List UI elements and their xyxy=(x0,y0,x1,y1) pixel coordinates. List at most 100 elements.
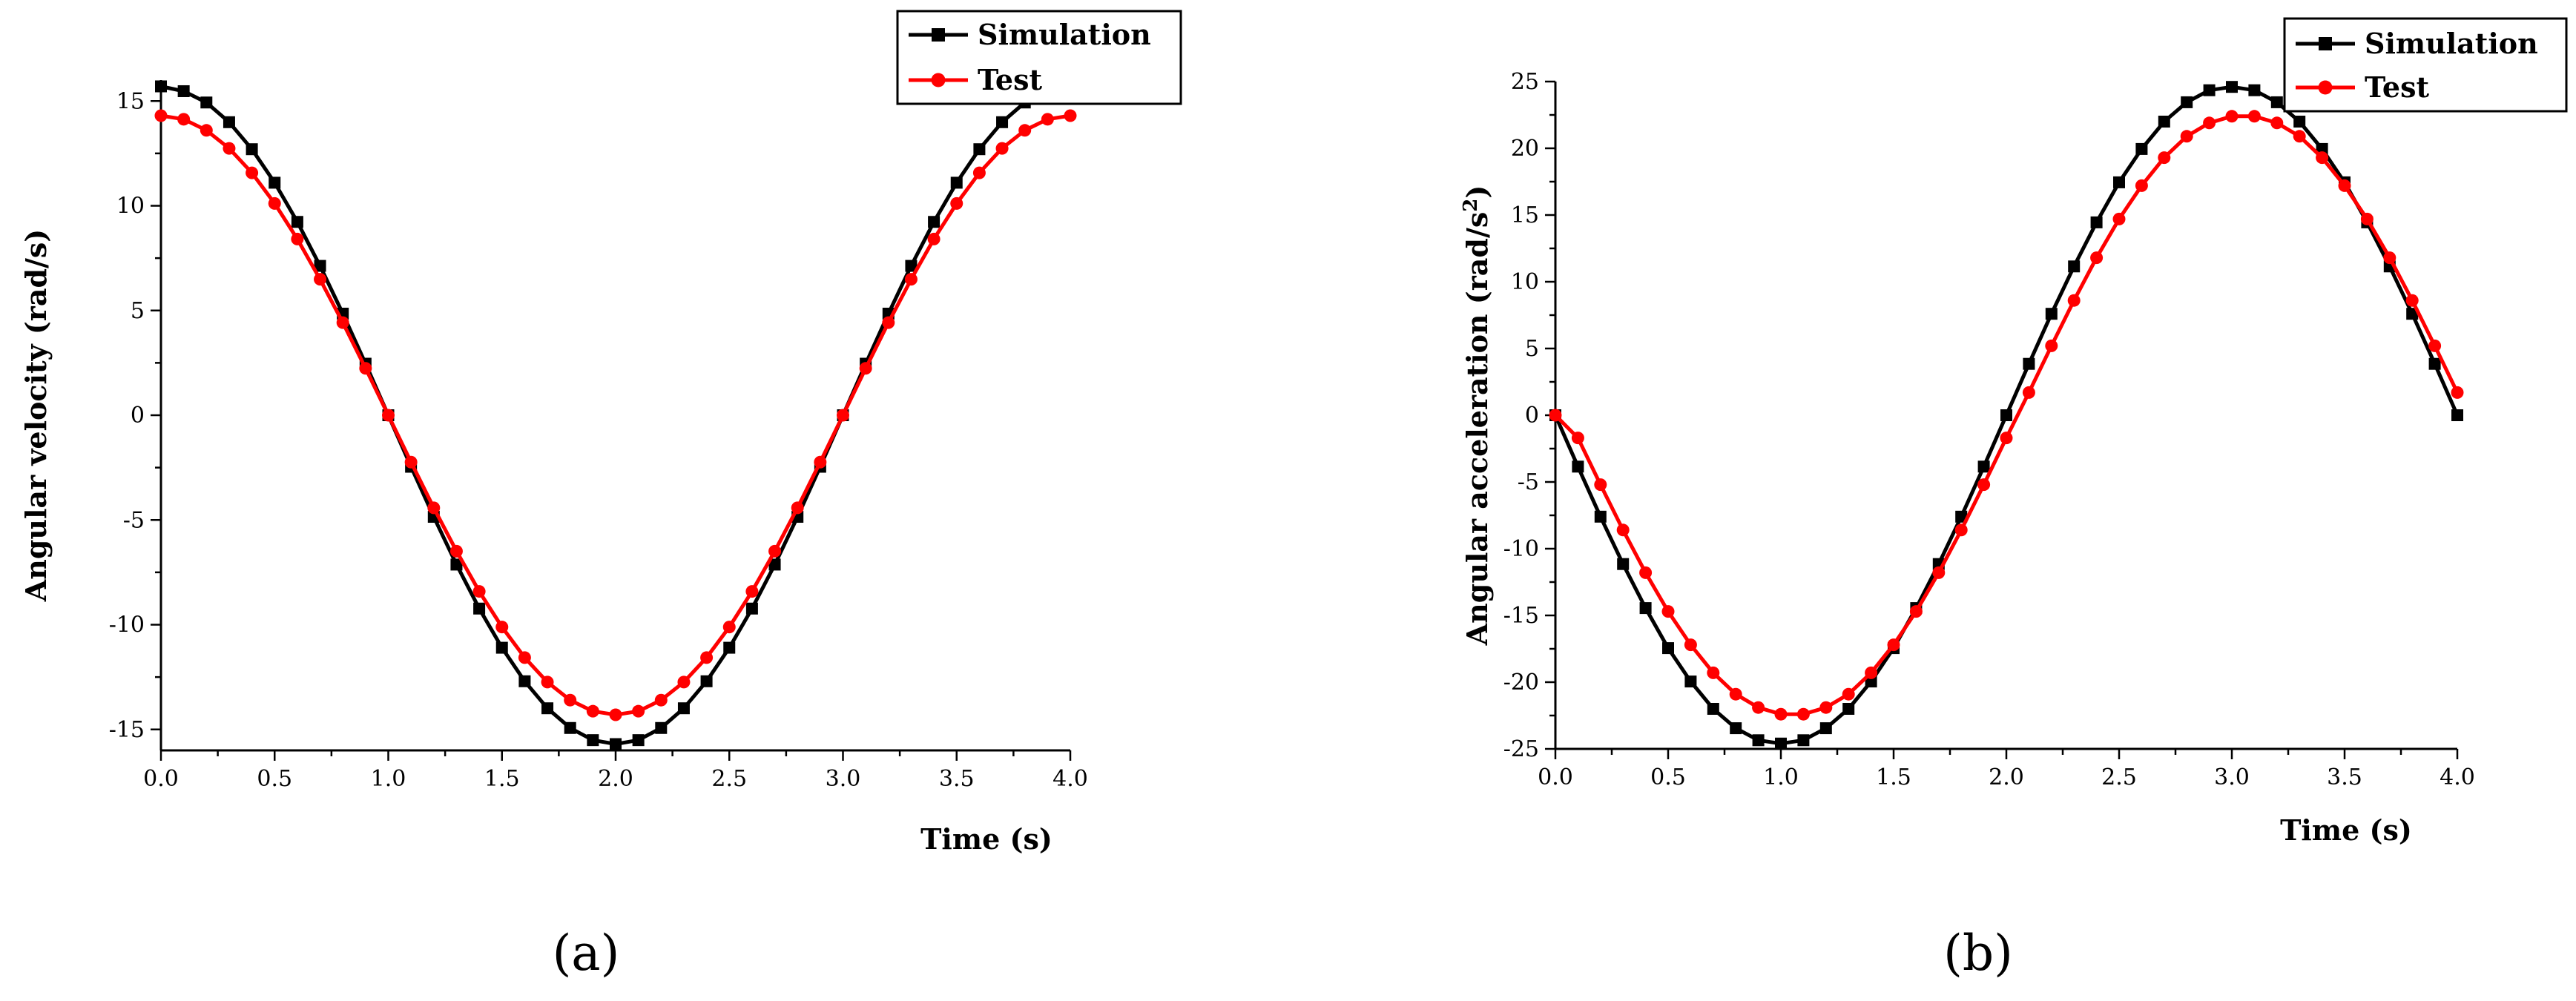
panel-b-simulation-point xyxy=(2045,308,2058,320)
panel-b-legend-test-marker xyxy=(2318,80,2333,95)
panel-a-test-point xyxy=(632,704,645,718)
panel-a-test-point xyxy=(564,693,577,707)
panel-a-simulation-point xyxy=(155,80,167,93)
panel-a-simulation-point xyxy=(587,734,599,747)
panel-a-simulation-point xyxy=(541,702,554,715)
panel-b-simulation-point xyxy=(1775,737,1787,750)
panel-b-simulation-point xyxy=(2406,308,2419,320)
panel-b-test-point xyxy=(1729,687,1742,701)
panel-b-x-tick-label: 2.5 xyxy=(2101,764,2137,790)
panel-a-test-point xyxy=(972,166,986,179)
panel-b-test-point xyxy=(2270,116,2284,130)
panel-b-simulation-point xyxy=(1639,602,1652,615)
panel-b-simulation-point xyxy=(1730,722,1742,735)
panel-b-y-tick-label: 0 xyxy=(1525,403,1539,429)
panel-b-y-axis-title: Angular acceleration (rad/s2) xyxy=(1460,185,1494,647)
panel-b-x-tick-label: 0.5 xyxy=(1650,764,1686,790)
panel-b-y-tick-label: 5 xyxy=(1525,336,1539,362)
panel-b-test-point xyxy=(1616,523,1630,537)
panel-a-test-point xyxy=(382,409,395,422)
panel-b-legend-box xyxy=(2283,17,2568,113)
panel-a-y-axis-title: Angular velocity (rad/s) xyxy=(19,229,53,603)
panel-b-test-point xyxy=(2180,130,2193,143)
panel-a-test-point xyxy=(223,142,236,155)
panel-b-y-tick-label: 25 xyxy=(1511,69,1539,95)
panel-b-simulation-point xyxy=(2293,116,2306,128)
panel-a-test-point xyxy=(859,362,872,375)
panel-a-test-point xyxy=(154,109,168,122)
panel-b-x-tick-label: 3.0 xyxy=(2214,764,2250,790)
panel-b-x-tick-label: 1.5 xyxy=(1876,764,1911,790)
panel-b-simulation-point xyxy=(1572,460,1584,473)
panel-a-x-tick-label: 3.0 xyxy=(826,766,861,792)
panel-a-simulation-point xyxy=(200,96,213,109)
panel-a-legend-test-label: Test xyxy=(978,63,1042,96)
panel-b-legend-simulation-marker xyxy=(2319,37,2332,50)
panel-a-chart: 0.0 0.5 1.0 1.5 2.0 2.5 3.0 3.5 4.0 -15 -10 -5 0 5 10… xyxy=(19,10,1182,982)
panel-b-test-point xyxy=(1661,605,1675,618)
panel-a-test-point xyxy=(927,232,941,245)
panel-a-test-point xyxy=(814,455,827,469)
panel-a-legend-simulation-label: Simulation xyxy=(978,18,1151,51)
panel-b-test-point xyxy=(2045,339,2058,352)
panel-b-simulation-point xyxy=(1955,510,1968,523)
panel-b-test-point xyxy=(1954,523,1968,537)
panel-b-test-point xyxy=(1684,638,1697,652)
panel-a-simulation-point xyxy=(745,602,758,615)
panel-a-test-point xyxy=(268,196,281,210)
panel-a-test-point xyxy=(904,273,918,286)
panel-b-simulation-point xyxy=(1594,510,1607,523)
panel-a-test-point xyxy=(586,704,599,718)
panel-a-legend-box xyxy=(896,10,1182,105)
panel-a-test-point xyxy=(449,544,463,558)
panel-a-y-tick-label: 5 xyxy=(131,298,145,324)
panel-b-test-point xyxy=(1707,666,1720,679)
panel-b-simulation-point xyxy=(2451,409,2463,421)
panel-a-x-tick-label: 3.5 xyxy=(939,766,975,792)
panel-b-simulation-point xyxy=(2113,176,2125,188)
panel-b-simulation-point xyxy=(2000,409,2012,421)
panel-b-test-point xyxy=(2383,251,2397,265)
panel-a-test-point xyxy=(472,585,486,598)
panel-b-test-point xyxy=(2000,432,2013,445)
panel-b-y-axis-title-sup: 2 xyxy=(1460,199,1482,212)
panel-a-legend: Simulation Test xyxy=(896,10,1182,105)
panel-a-simulation-point xyxy=(291,216,303,228)
panel-b-simulation-point xyxy=(1617,558,1630,570)
panel-a-simulation-point xyxy=(246,143,258,156)
panel-b-test-point xyxy=(2316,151,2329,165)
panel-b-y-tick-label: -25 xyxy=(1503,736,1539,762)
panel-a-test-point xyxy=(495,621,509,634)
panel-b-simulation-point xyxy=(2158,116,2170,128)
panel-b-test-point xyxy=(2338,179,2351,192)
panel-b-simulation-point xyxy=(1819,722,1832,735)
panel-b-test-point xyxy=(2451,386,2464,399)
panel-a-y-tick-label: 15 xyxy=(116,88,145,114)
panel-a-simulation-point xyxy=(269,176,281,189)
panel-b-test-point xyxy=(1909,605,1923,618)
panel-a-simulation-point xyxy=(700,675,713,687)
panel-a-test-point xyxy=(336,316,349,329)
panel-a-simulation-point xyxy=(973,143,986,156)
panel-b-test-point xyxy=(2203,116,2216,130)
panel-a-y-tick-label: -10 xyxy=(109,612,145,638)
panel-a-test-point xyxy=(1064,109,1077,122)
panel-a-y-tick-label: 10 xyxy=(116,194,145,219)
panel-a-simulation-point xyxy=(518,675,531,687)
panel-b-y-tick-label: 15 xyxy=(1511,202,1539,228)
panel-a-legend-test-marker xyxy=(931,73,946,87)
panel-a-y-ticks: -15 -10 -5 0 5 10 15 xyxy=(109,88,161,743)
panel-b-test-point xyxy=(1819,701,1833,714)
panel-a-test-point xyxy=(200,124,213,137)
panel-b-test-point xyxy=(1594,478,1607,492)
panel-a-y-tick-label: -5 xyxy=(123,507,145,533)
panel-a-test-point xyxy=(609,708,622,721)
panel-b-test-point xyxy=(2405,294,2419,307)
panel-b-test-point xyxy=(1887,638,1900,652)
panel-b-test-point xyxy=(2112,212,2126,225)
panel-b-y-tick-label: -5 xyxy=(1518,469,1539,495)
panel-a-test-point xyxy=(1018,124,1032,137)
panel-a-series xyxy=(154,80,1077,750)
panel-b-simulation-point xyxy=(1752,734,1765,747)
